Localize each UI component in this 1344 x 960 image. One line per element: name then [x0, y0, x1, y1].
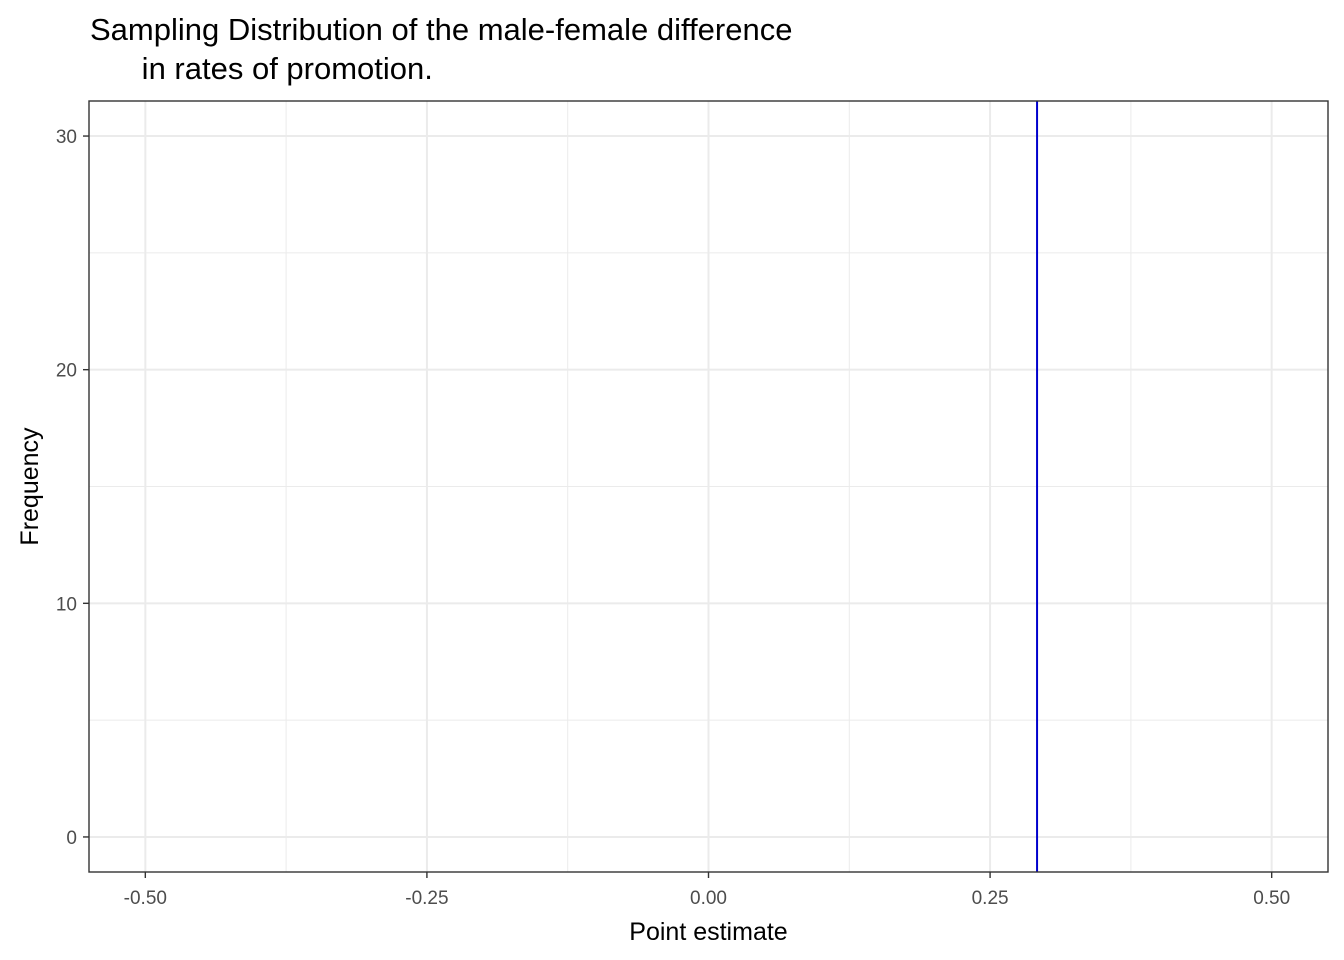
x-tick-label: -0.25 [405, 888, 448, 909]
x-tick-label: 0.00 [690, 888, 727, 909]
y-tick-label: 20 [56, 361, 77, 382]
x-tick-label: -0.50 [124, 888, 167, 909]
major-gridlines [89, 101, 1328, 872]
y-tick-label: 0 [66, 828, 77, 849]
x-axis-title: Point estimate [629, 918, 787, 946]
y-tick-label: 10 [56, 594, 77, 615]
y-axis-title: Frequency [16, 427, 44, 546]
y-tick-label: 30 [56, 127, 77, 148]
x-axis-ticks: -0.50 -0.25 0.00 0.25 0.50 [124, 872, 1290, 909]
x-tick-label: 0.50 [1253, 888, 1290, 909]
x-tick-label: 0.25 [972, 888, 1009, 909]
y-axis-ticks: 0 10 20 30 [56, 127, 89, 849]
chart-title: Sampling Distribution of the male-female… [90, 12, 793, 86]
